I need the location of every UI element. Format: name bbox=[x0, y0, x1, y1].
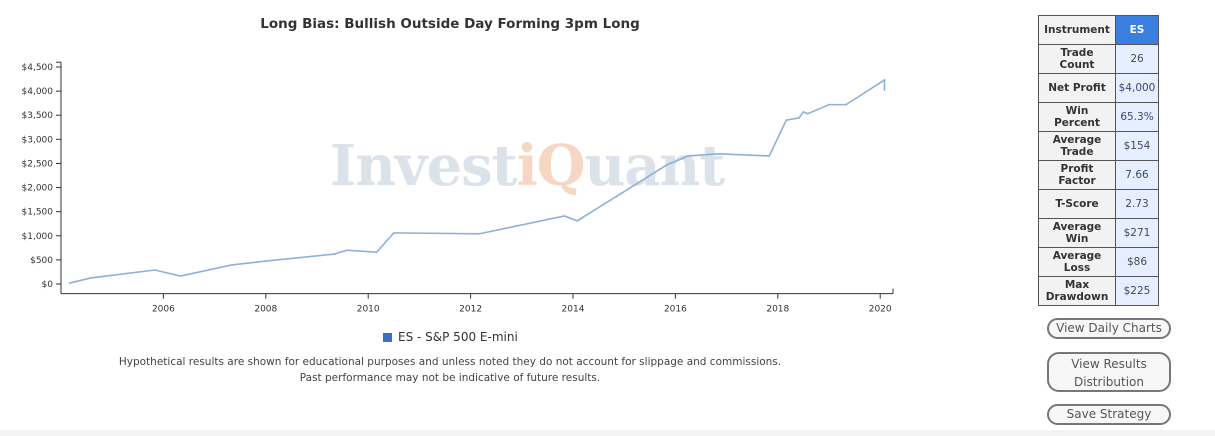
chart-title: Long Bias: Bullish Outside Day Forming 3… bbox=[260, 16, 640, 32]
stat-label: Average Trade bbox=[1038, 131, 1116, 161]
data-point bbox=[576, 220, 579, 222]
watermark-part3: uant bbox=[585, 133, 726, 199]
stats-row: Trade Count 26 bbox=[1038, 44, 1159, 74]
chart-legend[interactable]: ES - S&P 500 E-mini bbox=[383, 330, 518, 344]
disclaimer: Hypothetical results are shown for educa… bbox=[60, 354, 840, 386]
stats-row: Instrument ES bbox=[1038, 15, 1159, 45]
data-point bbox=[828, 103, 830, 106]
watermark-logo: InvestiQuant bbox=[330, 133, 725, 199]
y-tick-label: $2,500 bbox=[22, 159, 54, 169]
data-point bbox=[68, 282, 71, 284]
data-point bbox=[563, 215, 566, 217]
stats-row: Max Drawdown $225 bbox=[1038, 276, 1159, 306]
stat-value: 26 bbox=[1115, 44, 1159, 74]
stat-value: 7.66 bbox=[1115, 160, 1159, 190]
button-label-line-1: View Results bbox=[1071, 357, 1147, 371]
stat-value: $86 bbox=[1115, 247, 1159, 277]
data-point bbox=[230, 264, 233, 266]
stats-row: Average Loss $86 bbox=[1038, 247, 1159, 277]
data-point bbox=[375, 251, 378, 253]
y-tick-label: $3,500 bbox=[22, 111, 54, 121]
legend-swatch bbox=[383, 332, 392, 342]
stats-row: Average Trade $154 bbox=[1038, 131, 1159, 161]
data-point bbox=[666, 164, 668, 166]
y-tick-label: $4,000 bbox=[22, 87, 54, 97]
stat-value: $225 bbox=[1115, 276, 1159, 306]
data-point bbox=[785, 119, 788, 121]
stat-label: Net Profit bbox=[1038, 73, 1116, 103]
y-tick-label: $1,500 bbox=[22, 208, 54, 218]
stat-label: Average Win bbox=[1038, 218, 1116, 248]
x-tick-label: 2014 bbox=[562, 305, 585, 315]
y-tick-label: $3,000 bbox=[22, 135, 54, 145]
equity-chart: InvestiQuant $0 $500 $1,000 $1,500 $2,000 $2,… bbox=[22, 61, 894, 315]
x-tick-label: 2006 bbox=[152, 305, 175, 315]
stat-label: Average Loss bbox=[1038, 247, 1116, 277]
data-point bbox=[333, 253, 335, 255]
footer-bar bbox=[0, 430, 1215, 436]
stat-value: $271 bbox=[1115, 218, 1159, 248]
disclaimer-line-2: Past performance may not be indicative o… bbox=[299, 372, 601, 384]
data-point bbox=[883, 79, 886, 81]
data-point bbox=[798, 117, 800, 119]
data-point bbox=[717, 153, 719, 155]
data-point bbox=[687, 155, 689, 157]
stat-value: 2.73 bbox=[1115, 189, 1159, 219]
watermark-part2: iQ bbox=[516, 133, 584, 199]
x-tick-label: 2010 bbox=[357, 305, 380, 315]
y-tick-label: $4,500 bbox=[22, 63, 54, 73]
x-tick-label: 2020 bbox=[869, 305, 892, 315]
save-strategy-button[interactable]: Save Strategy bbox=[1047, 404, 1171, 425]
stats-row: Profit Factor 7.66 bbox=[1038, 160, 1159, 190]
stats-table: Instrument ES Trade Count 26 Net Profit $4,00… bbox=[1038, 15, 1159, 306]
stats-row: Net Profit $4,000 bbox=[1038, 73, 1159, 103]
stat-label: Profit Factor bbox=[1038, 160, 1116, 190]
x-tick-label: 2012 bbox=[459, 305, 482, 315]
data-point bbox=[179, 275, 182, 277]
stat-label: T-Score bbox=[1038, 189, 1116, 219]
stats-row: Win Percent 65.3% bbox=[1038, 102, 1159, 132]
stat-value: 65.3% bbox=[1115, 102, 1159, 132]
data-point bbox=[478, 233, 480, 235]
stat-label: Win Percent bbox=[1038, 102, 1116, 132]
data-point bbox=[154, 269, 156, 271]
stat-value: $154 bbox=[1115, 131, 1159, 161]
data-point bbox=[393, 232, 395, 234]
data-point bbox=[90, 277, 92, 279]
disclaimer-line-1: Hypothetical results are shown for educa… bbox=[118, 356, 782, 368]
watermark-part1: Invest bbox=[330, 133, 518, 199]
data-point bbox=[265, 260, 267, 262]
data-point bbox=[883, 89, 886, 91]
y-tick-label: $1,000 bbox=[22, 232, 54, 242]
x-tick-label: 2018 bbox=[766, 305, 789, 315]
stat-label: Trade Count bbox=[1038, 44, 1116, 74]
y-tick-label: $0 bbox=[42, 280, 54, 290]
data-point bbox=[845, 103, 847, 106]
data-point bbox=[806, 112, 809, 115]
stat-label: Max Drawdown bbox=[1038, 276, 1116, 306]
stat-value: $4,000 bbox=[1115, 73, 1159, 103]
x-tick-label: 2008 bbox=[254, 305, 277, 315]
view-daily-charts-button[interactable]: View Daily Charts bbox=[1047, 318, 1171, 339]
legend-label: ES - S&P 500 E-mini bbox=[398, 330, 518, 344]
data-point bbox=[768, 155, 771, 157]
stat-value[interactable]: ES bbox=[1115, 15, 1159, 45]
data-point bbox=[802, 111, 805, 113]
stats-row: Average Win $271 bbox=[1038, 218, 1159, 248]
y-tick-label: $500 bbox=[30, 256, 53, 266]
stats-row: T-Score 2.73 bbox=[1038, 189, 1159, 219]
y-tick-label: $2,000 bbox=[22, 184, 54, 194]
data-point bbox=[346, 249, 348, 252]
x-tick-label: 2016 bbox=[664, 305, 687, 315]
stat-label: Instrument bbox=[1038, 15, 1116, 45]
button-label-line-2: Distribution bbox=[1073, 375, 1144, 389]
view-results-distribution-button[interactable]: View Results Distribution bbox=[1047, 352, 1171, 392]
